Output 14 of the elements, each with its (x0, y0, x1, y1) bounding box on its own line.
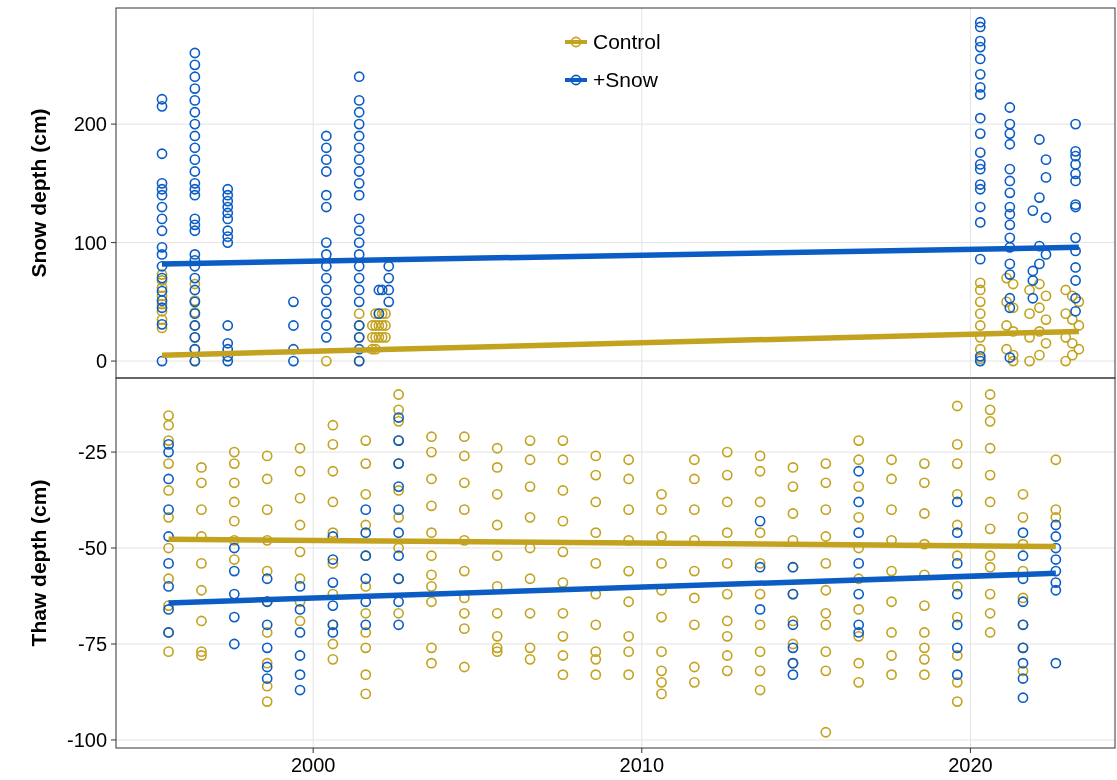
y-axis-title: Snow depth (cm) (27, 108, 50, 278)
y-tick-label: -50 (78, 537, 107, 560)
y-axis-title: Thaw depth (cm) (27, 479, 50, 647)
y-tick-label: -75 (78, 632, 107, 655)
x-tick-label: 2020 (948, 754, 993, 776)
legend-label: +Snow (593, 68, 659, 92)
x-tick-label: 2010 (619, 754, 665, 776)
y-tick-label: -100 (66, 728, 107, 751)
y-tick-label: -25 (78, 441, 107, 464)
y-tick-label: 0 (95, 350, 107, 373)
y-tick-label: 100 (73, 231, 107, 254)
x-tick-label: 2000 (290, 754, 336, 776)
y-tick-label: 200 (73, 113, 107, 136)
legend-label: Control (593, 30, 661, 54)
